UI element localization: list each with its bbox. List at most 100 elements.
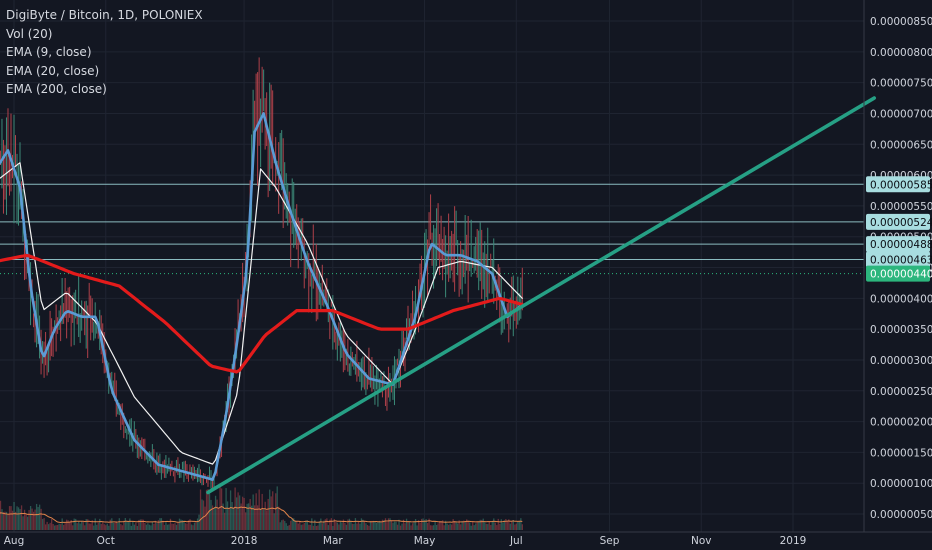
volume-bar-201 — [297, 523, 299, 530]
volume-bar-333 — [496, 525, 498, 530]
volume-bar-186 — [275, 493, 277, 530]
volume-bar-14 — [16, 506, 18, 530]
volume-bar-289 — [429, 525, 432, 530]
volume-bar-26 — [34, 509, 36, 530]
volume-bar-332 — [494, 522, 496, 530]
series-line-ema-20-close — [0, 162, 523, 465]
volume-bar-326 — [485, 523, 487, 530]
legend-volume[interactable]: Vol (20) — [6, 26, 53, 41]
x-tick-label-8: 2019 — [780, 535, 807, 547]
volume-bar-224 — [332, 525, 334, 530]
volume-bar-111 — [162, 520, 164, 530]
volume-bar-64 — [91, 520, 93, 530]
volume-bar-284 — [422, 518, 424, 530]
volume-ma-line — [0, 505, 523, 524]
volume-bar-145 — [213, 508, 215, 530]
volume-bar-7 — [5, 511, 8, 530]
volume-bar-200 — [296, 521, 298, 530]
volume-bar-152 — [223, 512, 226, 530]
volume-bar-100 — [145, 524, 148, 530]
level-box-1: 0.00000524 — [866, 213, 932, 230]
x-axis: Aug Oct 2018 Mar May Jul Sep Nov 2019 — [4, 535, 807, 547]
volume-bar-280 — [416, 525, 418, 530]
y-tick-label-9: 0.00000400 — [870, 293, 932, 305]
volume-bar-231 — [342, 519, 345, 530]
volume-bar-52 — [73, 518, 75, 530]
volume-bar-313 — [466, 519, 468, 530]
current-price-box: 0.00000440 — [866, 265, 932, 282]
volume-bar-285 — [423, 520, 426, 530]
legend-ema200[interactable]: EMA (200, close) — [6, 82, 107, 96]
volume-bar-281 — [417, 520, 420, 530]
volume-bar-324 — [482, 518, 484, 530]
volume-bar-40 — [55, 525, 57, 530]
volume-bar-347 — [517, 521, 519, 530]
volume-bar-278 — [413, 521, 415, 530]
volume-bar-172 — [254, 505, 256, 530]
volume-bar-65 — [93, 525, 95, 530]
volume-bar-348 — [518, 521, 520, 530]
volume-bar-134 — [196, 518, 199, 530]
volume-bar-38 — [52, 523, 54, 530]
volume-bar-158 — [232, 507, 235, 530]
volume-bar-135 — [198, 514, 200, 530]
volume-bar-116 — [169, 518, 172, 530]
volume-bar-236 — [350, 520, 352, 530]
legend-ema20[interactable]: EMA (20, close) — [6, 63, 100, 78]
volume-bar-248 — [368, 525, 370, 530]
volume-bar-153 — [225, 488, 227, 530]
volume-bar-188 — [278, 506, 280, 530]
volume-bar-3 — [0, 500, 2, 530]
volume-bar-82 — [118, 518, 120, 530]
volume-bar-51 — [72, 525, 74, 530]
legend-ema9[interactable]: EMA (9, close) — [6, 45, 92, 59]
volume-bar-297 — [442, 520, 444, 530]
volume-bar-180 — [266, 510, 268, 530]
level-box-0-bg — [866, 176, 930, 193]
volume-bar-102 — [148, 524, 151, 530]
volume-bar-321 — [478, 521, 480, 530]
volume-bar-337 — [502, 522, 504, 530]
volume-bar-323 — [481, 519, 483, 530]
volume-bar-21 — [26, 516, 29, 530]
volume-bar-212 — [314, 519, 316, 530]
volume-bar-211 — [312, 525, 314, 530]
volume-bar-169 — [249, 498, 251, 530]
volume-bar-217 — [321, 523, 323, 530]
volume-bar-31 — [41, 518, 44, 530]
volume-bar-147 — [216, 499, 218, 530]
volume-bar-174 — [257, 505, 259, 530]
volume-bar-296 — [440, 521, 442, 530]
volume-bar-344 — [512, 520, 514, 530]
volume-bar-301 — [448, 524, 450, 530]
volume-bar-181 — [267, 498, 269, 530]
volume-bar-249 — [369, 521, 372, 530]
volume-bar-15 — [17, 507, 20, 530]
volume-bar-319 — [475, 523, 477, 530]
volume-bar-62 — [88, 523, 90, 530]
volume-bar-329 — [490, 524, 492, 530]
volume-bar-90 — [130, 525, 133, 530]
volume-bar-346 — [515, 523, 517, 530]
volume-bar-89 — [129, 518, 131, 530]
volume-bar-342 — [509, 523, 511, 530]
volume-bar-215 — [318, 521, 320, 530]
volume-bar-268 — [398, 519, 400, 530]
volume-bar-41 — [57, 524, 59, 530]
y-tick-label-1: 0.00000800 — [870, 47, 932, 59]
volume-bar-341 — [508, 519, 510, 530]
price-label-boxes: 0.00000585 0.00000524 0.00000488 0.00000463… — [866, 176, 932, 282]
volume-bar-18 — [22, 516, 24, 530]
volume-bar-105 — [153, 524, 155, 530]
x-tick-label-7: Nov — [691, 535, 712, 547]
series-line-ema-9-close — [0, 112, 524, 482]
volume-bar-20 — [25, 513, 27, 530]
volume-bar-27 — [35, 503, 38, 530]
level-box-3: 0.00000463 — [866, 251, 932, 268]
volume-bar-294 — [437, 523, 439, 530]
volume-bar-33 — [44, 524, 47, 530]
volume-bar-266 — [395, 521, 397, 530]
volume-bar-277 — [411, 523, 414, 530]
legend-symbol[interactable]: DigiByte / Bitcoin, 1D, POLONIEX — [6, 8, 203, 22]
